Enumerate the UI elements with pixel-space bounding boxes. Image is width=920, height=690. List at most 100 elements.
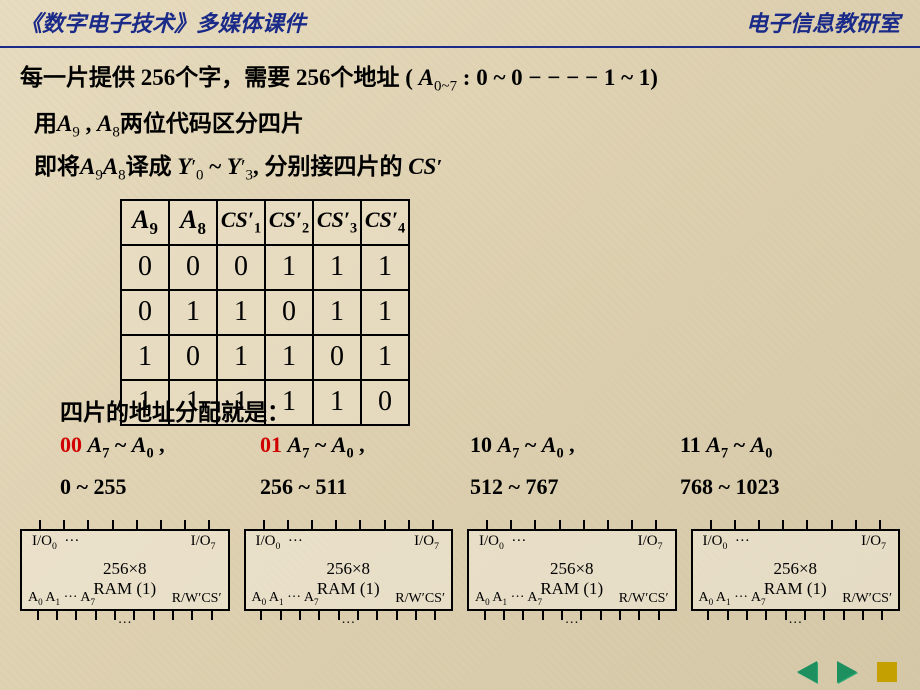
s: 0 (146, 445, 153, 461)
l3-cs: CS (408, 154, 436, 179)
table-row: 011011 (121, 290, 409, 335)
chip-io7: I/O7 (638, 533, 663, 552)
chip-bot-right: R/W′CS′ (619, 591, 669, 607)
bot-dots: ··· (467, 620, 677, 630)
truth-table: A9 A8 CS′1 CS′2 CS′3 CS′4 000111 011011 … (120, 199, 410, 426)
t: ~ (309, 432, 331, 457)
l2-comma: , (80, 111, 97, 136)
s: 1 (726, 597, 731, 607)
s: 1 (279, 597, 284, 607)
a: A (527, 590, 537, 605)
prev-button[interactable] (792, 660, 822, 684)
m2: RAM (764, 579, 803, 598)
m3: (1) (136, 579, 156, 598)
a: A (751, 432, 766, 457)
l3-8: 8 (118, 168, 125, 184)
chip-bot-left: A0 A1 ··· A7 (699, 590, 766, 607)
cell: 1 (313, 290, 361, 335)
s: 0 (709, 597, 714, 607)
s: 0 (485, 597, 490, 607)
l3-tilde: ~ (203, 154, 226, 179)
content-area: 每一片提供 256个字，需要 256个地址 ( A0~7 : 0 ~ 0 − −… (0, 48, 920, 426)
top-pins (691, 520, 901, 529)
m3: (1) (807, 579, 827, 598)
cell: 1 (313, 380, 361, 425)
addr-col-3: 10 A7 ~ A0 , (470, 432, 680, 462)
cell: 0 (169, 245, 217, 290)
cs: CS (201, 591, 218, 606)
cs: CS (872, 591, 889, 606)
chip-bot-right: R/W′CS′ (395, 591, 445, 607)
l3-pre: 即将 (34, 154, 80, 179)
ram-chip: I/O0 ··· I/O7 256×8RAM (1) A0 A1 ··· A7 … (467, 520, 677, 630)
th-cs3-c: CS (317, 207, 344, 232)
table-header-row: A9 A8 CS′1 CS′2 CS′3 CS′4 (121, 200, 409, 245)
s: 7 (314, 597, 319, 607)
a: A (716, 590, 726, 605)
s: 1 (503, 597, 508, 607)
addr-col-4: 11 A7 ~ A0 (680, 432, 860, 462)
a: A (45, 590, 55, 605)
t: ~ (109, 432, 131, 457)
p: ′ (442, 591, 445, 606)
address-row: 00 A7 ~ A0 , 01 A7 ~ A0 , 10 A7 ~ A0 , 1… (60, 432, 880, 462)
m1: 256×8 (773, 559, 817, 578)
th-cs3-s: 3 (350, 220, 357, 236)
s: 7 (537, 597, 542, 607)
chip-io7: I/O7 (414, 533, 439, 552)
stop-button[interactable] (872, 660, 902, 684)
a: A (132, 432, 147, 457)
io: I/O (414, 533, 434, 549)
a: A (269, 590, 279, 605)
s: 7 (761, 597, 766, 607)
chip-io0: I/O0 ··· (32, 533, 79, 552)
d: ··· (511, 590, 525, 605)
line1-pre: 每一片提供 256个字，需要 256个地址 ( (20, 65, 413, 90)
th-a8-a: A (180, 205, 197, 234)
dots: ··· (288, 533, 303, 549)
cs: CS (648, 591, 665, 606)
s: 7 (881, 541, 886, 552)
rw: R/W (395, 591, 421, 606)
line-1: 每一片提供 256个字，需要 256个地址 ( A0~7 : 0 ~ 0 − −… (20, 58, 900, 96)
dots: ··· (511, 533, 526, 549)
cs: CS (425, 591, 442, 606)
cell: 1 (265, 335, 313, 380)
m3: (1) (360, 579, 380, 598)
th-cs1: CS′1 (217, 200, 265, 245)
cell: 1 (361, 245, 409, 290)
table-row: 101101 (121, 335, 409, 380)
line-3: 即将A9A8译成 Y′0 ~ Y′3, 分别接四片的 CS′ (20, 147, 900, 185)
io: I/O (32, 533, 52, 549)
s: 0 (765, 445, 772, 461)
cell: 1 (217, 290, 265, 335)
cell: 1 (169, 290, 217, 335)
top-pins (467, 520, 677, 529)
th-a9-a: A (132, 205, 149, 234)
t: ~ (519, 432, 541, 457)
square-icon (877, 662, 897, 682)
a: A (288, 432, 303, 457)
cell: 1 (217, 335, 265, 380)
a: A (699, 590, 709, 605)
chip-bot-left: A0 A1 ··· A7 (252, 590, 319, 607)
t: ~ (728, 432, 750, 457)
cell: 0 (217, 245, 265, 290)
io: I/O (479, 533, 499, 549)
th-cs2: CS′2 (265, 200, 313, 245)
cell: 0 (265, 290, 313, 335)
rw: R/W (172, 591, 198, 606)
s: 0 (723, 541, 728, 552)
m2: RAM (93, 579, 132, 598)
range-2: 256 ~ 511 (260, 474, 470, 500)
m1: 256×8 (103, 559, 147, 578)
chip-bot-right: R/W′CS′ (842, 591, 892, 607)
dots: ··· (64, 533, 79, 549)
io: I/O (638, 533, 658, 549)
bot-dots: ··· (691, 620, 901, 630)
cell: 1 (313, 245, 361, 290)
th-cs2-s: 2 (302, 220, 309, 236)
next-button[interactable] (832, 660, 862, 684)
th-cs4-c: CS (365, 207, 392, 232)
chip-box: I/O0 ··· I/O7 256×8RAM (1) A0 A1 ··· A7 … (244, 529, 454, 611)
